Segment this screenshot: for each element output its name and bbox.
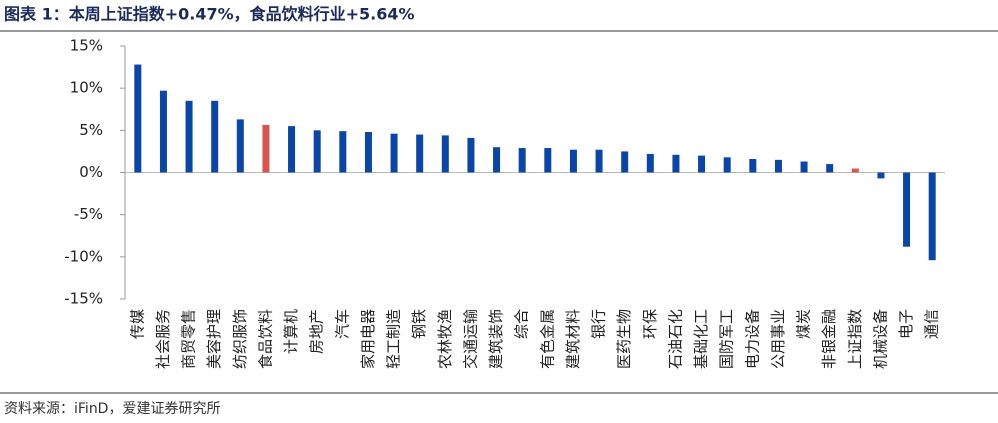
x-tick-label: 社会服务 bbox=[154, 309, 172, 369]
bar bbox=[339, 131, 347, 173]
bar bbox=[621, 151, 629, 173]
bar bbox=[800, 161, 808, 173]
bar bbox=[544, 148, 552, 173]
y-tick-label: -5% bbox=[74, 205, 103, 223]
x-tick-label: 医药生物 bbox=[615, 309, 633, 369]
bar bbox=[672, 154, 680, 173]
bar bbox=[774, 159, 782, 173]
bar bbox=[390, 133, 398, 173]
bar bbox=[928, 172, 936, 261]
bar bbox=[159, 90, 167, 173]
chart-title: 图表 1：本周上证指数+0.47%，食品饮料行业+5.64% bbox=[4, 5, 415, 24]
bar bbox=[698, 155, 706, 173]
bar bbox=[595, 149, 603, 173]
x-tick-label: 建筑装饰 bbox=[487, 309, 505, 369]
bar bbox=[185, 100, 193, 173]
y-tick-label: 15% bbox=[70, 37, 103, 55]
x-tick-label: 交通运输 bbox=[461, 309, 479, 369]
x-tick-label: 机械设备 bbox=[871, 309, 889, 369]
x-tick-label: 石油石化 bbox=[666, 309, 684, 369]
bar bbox=[211, 100, 219, 173]
x-tick-label: 煤炭 bbox=[795, 309, 813, 339]
x-tick-label: 有色金属 bbox=[538, 309, 556, 369]
x-tick-label: 纺织服饰 bbox=[231, 309, 249, 369]
bar bbox=[518, 148, 526, 173]
x-tick-label: 银行 bbox=[590, 309, 608, 339]
bar bbox=[877, 172, 885, 179]
bar bbox=[467, 137, 475, 173]
x-tick-label: 汽车 bbox=[333, 309, 351, 339]
bar bbox=[493, 147, 501, 173]
bar bbox=[826, 164, 834, 173]
x-tick-label: 基础化工 bbox=[692, 309, 710, 369]
y-tick-label: 5% bbox=[79, 121, 103, 139]
x-tick-label: 家用电器 bbox=[359, 309, 377, 369]
y-tick-label: -15% bbox=[64, 290, 103, 308]
x-tick-label: 食品饮料 bbox=[256, 309, 274, 369]
bar bbox=[416, 134, 424, 173]
x-tick-label: 通信 bbox=[923, 309, 941, 339]
bar bbox=[749, 159, 757, 173]
bar bbox=[569, 149, 577, 173]
y-tick-label: -10% bbox=[64, 247, 103, 265]
x-tick-label: 电子 bbox=[897, 309, 915, 339]
bar bbox=[313, 130, 321, 173]
x-tick-label: 电力设备 bbox=[743, 309, 761, 369]
x-tick-label: 轻工制造 bbox=[385, 309, 403, 369]
bar bbox=[364, 132, 372, 173]
bar bbox=[262, 124, 270, 173]
source: 资料来源：iFinD，爱建证券研究所 bbox=[4, 401, 220, 417]
x-tick-label: 传媒 bbox=[128, 309, 146, 339]
x-tick-label: 公用事业 bbox=[769, 309, 787, 369]
x-tick-label: 环保 bbox=[641, 309, 659, 339]
y-tick-label: 10% bbox=[70, 79, 103, 97]
bar bbox=[723, 157, 731, 173]
x-tick-label: 上证指数 bbox=[846, 309, 864, 369]
x-tick-label: 综合 bbox=[513, 309, 531, 339]
bar bbox=[134, 64, 142, 173]
x-tick-label: 美容护理 bbox=[205, 309, 223, 369]
x-tick-label: 计算机 bbox=[282, 309, 300, 354]
x-tick-label: 商贸零售 bbox=[180, 309, 198, 369]
x-tick-label: 建筑材料 bbox=[564, 309, 582, 369]
x-tick-label: 房地产 bbox=[308, 309, 326, 354]
bar bbox=[903, 172, 911, 247]
bar bbox=[236, 119, 244, 173]
bar bbox=[851, 168, 859, 173]
x-tick-label: 非银金融 bbox=[820, 309, 838, 369]
x-tick-label: 国防军工 bbox=[718, 309, 736, 369]
bar bbox=[288, 126, 296, 173]
x-tick-label: 钢铁 bbox=[410, 309, 428, 339]
bar bbox=[646, 153, 654, 173]
bar bbox=[441, 135, 449, 173]
y-tick-label: 0% bbox=[79, 163, 103, 181]
x-tick-label: 农林牧渔 bbox=[436, 309, 454, 369]
